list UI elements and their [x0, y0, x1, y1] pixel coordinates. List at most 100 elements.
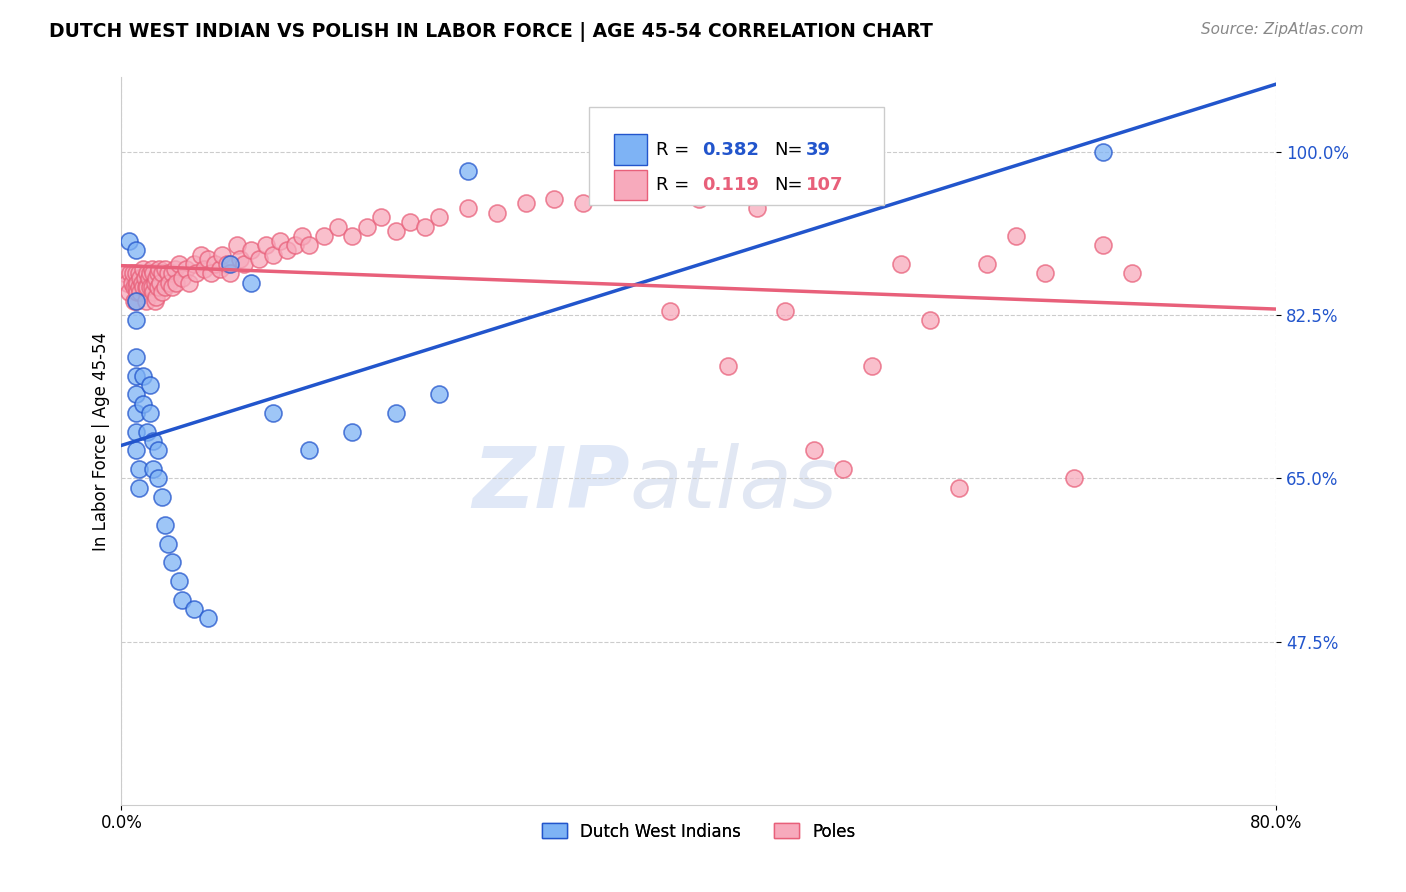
Point	[125, 368, 148, 383]
Point	[312, 229, 335, 244]
Point	[128, 481, 150, 495]
Point	[146, 443, 169, 458]
Point	[129, 285, 152, 299]
Point	[1033, 266, 1056, 280]
Point	[125, 313, 148, 327]
Point	[160, 555, 183, 569]
Text: N=: N=	[773, 176, 803, 194]
Point	[170, 592, 193, 607]
Point	[127, 285, 149, 299]
Point	[121, 276, 143, 290]
Point	[146, 266, 169, 280]
Point	[775, 303, 797, 318]
Point	[132, 397, 155, 411]
Point	[1091, 238, 1114, 252]
Point	[240, 276, 263, 290]
Point	[118, 234, 141, 248]
Point	[139, 280, 162, 294]
Text: R =: R =	[657, 176, 695, 194]
Point	[141, 261, 163, 276]
Point	[131, 276, 153, 290]
Text: Source: ZipAtlas.com: Source: ZipAtlas.com	[1201, 22, 1364, 37]
Text: ZIP: ZIP	[472, 443, 630, 526]
Point	[167, 574, 190, 588]
Point	[136, 280, 159, 294]
Point	[515, 196, 537, 211]
Point	[125, 243, 148, 257]
Point	[125, 294, 148, 309]
Point	[948, 481, 970, 495]
Point	[138, 271, 160, 285]
Point	[125, 443, 148, 458]
Point	[112, 266, 135, 280]
Point	[600, 186, 623, 201]
Point	[427, 211, 450, 225]
Point	[135, 294, 157, 309]
Point	[167, 257, 190, 271]
Point	[143, 294, 166, 309]
Point	[125, 266, 148, 280]
Point	[179, 276, 201, 290]
Point	[135, 280, 157, 294]
Point	[1091, 145, 1114, 159]
Point	[543, 192, 565, 206]
Point	[125, 406, 148, 420]
Point	[125, 280, 148, 294]
Point	[183, 257, 205, 271]
Point	[688, 192, 710, 206]
Point	[1005, 229, 1028, 244]
Point	[136, 425, 159, 439]
Point	[225, 238, 247, 252]
Point	[284, 238, 307, 252]
Point	[124, 294, 146, 309]
Point	[125, 294, 148, 309]
Text: N=: N=	[773, 141, 803, 159]
Point	[247, 252, 270, 267]
Point	[890, 257, 912, 271]
Point	[342, 425, 364, 439]
Point	[142, 266, 165, 280]
Point	[208, 261, 231, 276]
Point	[370, 211, 392, 225]
Point	[457, 201, 479, 215]
Point	[240, 243, 263, 257]
Point	[134, 271, 156, 285]
Point	[157, 276, 180, 290]
Text: 0.382: 0.382	[702, 141, 759, 159]
Point	[139, 406, 162, 420]
Point	[132, 368, 155, 383]
Point	[197, 252, 219, 267]
Point	[846, 154, 869, 169]
Legend: Dutch West Indians, Poles: Dutch West Indians, Poles	[536, 816, 862, 847]
Point	[200, 266, 222, 280]
Point	[413, 219, 436, 234]
Point	[143, 276, 166, 290]
Point	[132, 261, 155, 276]
Point	[156, 536, 179, 550]
Point	[190, 247, 212, 261]
Point	[115, 276, 138, 290]
Point	[129, 271, 152, 285]
Point	[150, 285, 173, 299]
Point	[153, 280, 176, 294]
Point	[356, 219, 378, 234]
Point	[485, 205, 508, 219]
Point	[399, 215, 422, 229]
Point	[139, 266, 162, 280]
Text: 107: 107	[806, 176, 844, 194]
Text: R =: R =	[657, 141, 695, 159]
Y-axis label: In Labor Force | Age 45-54: In Labor Force | Age 45-54	[93, 332, 110, 550]
Point	[860, 359, 883, 374]
Point	[918, 313, 941, 327]
Point	[262, 406, 284, 420]
Point	[630, 182, 652, 196]
Point	[384, 406, 406, 420]
Point	[326, 219, 349, 234]
Point	[262, 247, 284, 261]
Point	[156, 266, 179, 280]
Point	[132, 280, 155, 294]
Text: atlas: atlas	[630, 443, 838, 526]
Point	[254, 238, 277, 252]
Point	[269, 234, 291, 248]
Point	[193, 261, 215, 276]
